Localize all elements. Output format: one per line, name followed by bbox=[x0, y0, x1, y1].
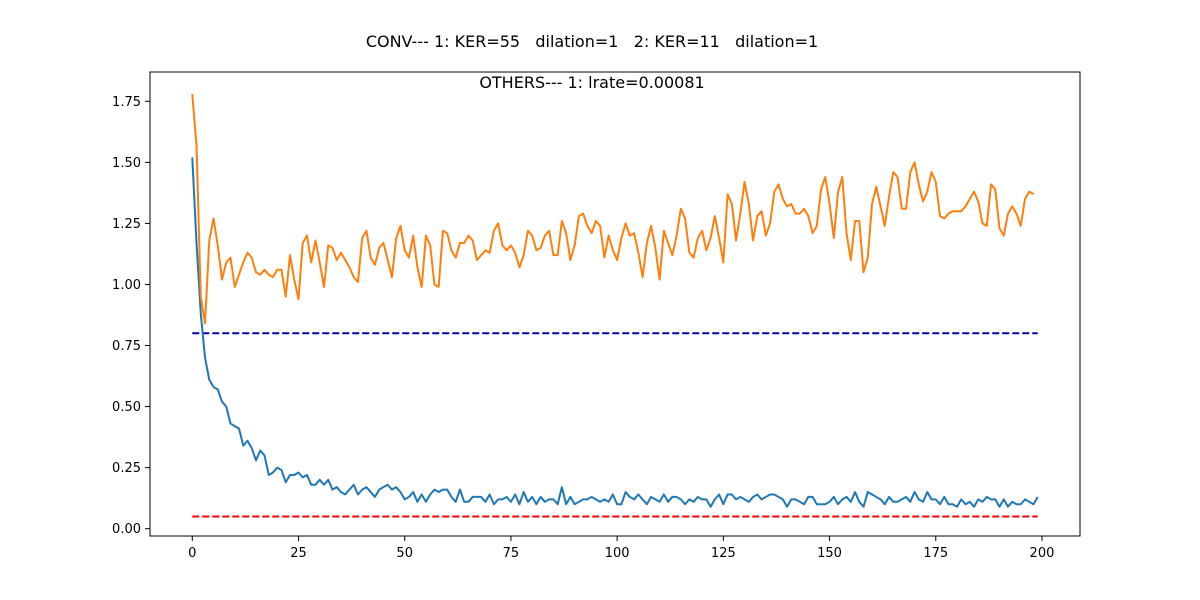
chart-title: CONV--- 1: KER=55 dilation=1 2: KER=11 d… bbox=[366, 32, 818, 51]
y-tick-label: 1.00 bbox=[112, 278, 141, 293]
y-tick-label: 0.50 bbox=[112, 400, 141, 415]
x-tick-label: 25 bbox=[290, 546, 307, 561]
x-tick-label: 175 bbox=[923, 546, 948, 561]
x-tick-label: 100 bbox=[605, 546, 630, 561]
x-tick-label: 150 bbox=[817, 546, 842, 561]
plot-area bbox=[191, 93, 1039, 518]
y-tick-label: 1.25 bbox=[112, 217, 141, 232]
y-tick-label: 1.75 bbox=[112, 95, 141, 110]
y-tick-label: 0.75 bbox=[112, 339, 141, 354]
x-tick-label: 75 bbox=[503, 546, 520, 561]
series-line-2 bbox=[191, 93, 1034, 325]
y-tick-label: 0.25 bbox=[112, 461, 141, 476]
x-tick-label: 125 bbox=[711, 546, 736, 561]
x-axis: 0 25 50 75 100 125 150 175 200 bbox=[188, 536, 1054, 561]
x-tick-label: 0 bbox=[188, 546, 196, 561]
x-tick-label: 200 bbox=[1030, 546, 1055, 561]
chart-subtitle: OTHERS--- 1: lrate=0.00081 bbox=[479, 73, 704, 92]
y-tick-label: 0.00 bbox=[112, 522, 141, 537]
axes-frame bbox=[149, 71, 1081, 537]
y-tick-label: 1.50 bbox=[112, 156, 141, 171]
x-tick-label: 50 bbox=[396, 546, 413, 561]
series-line-1 bbox=[191, 157, 1039, 508]
y-axis: 0.00 0.25 0.50 0.75 1.00 1.25 1.50 1.75 bbox=[112, 95, 150, 537]
